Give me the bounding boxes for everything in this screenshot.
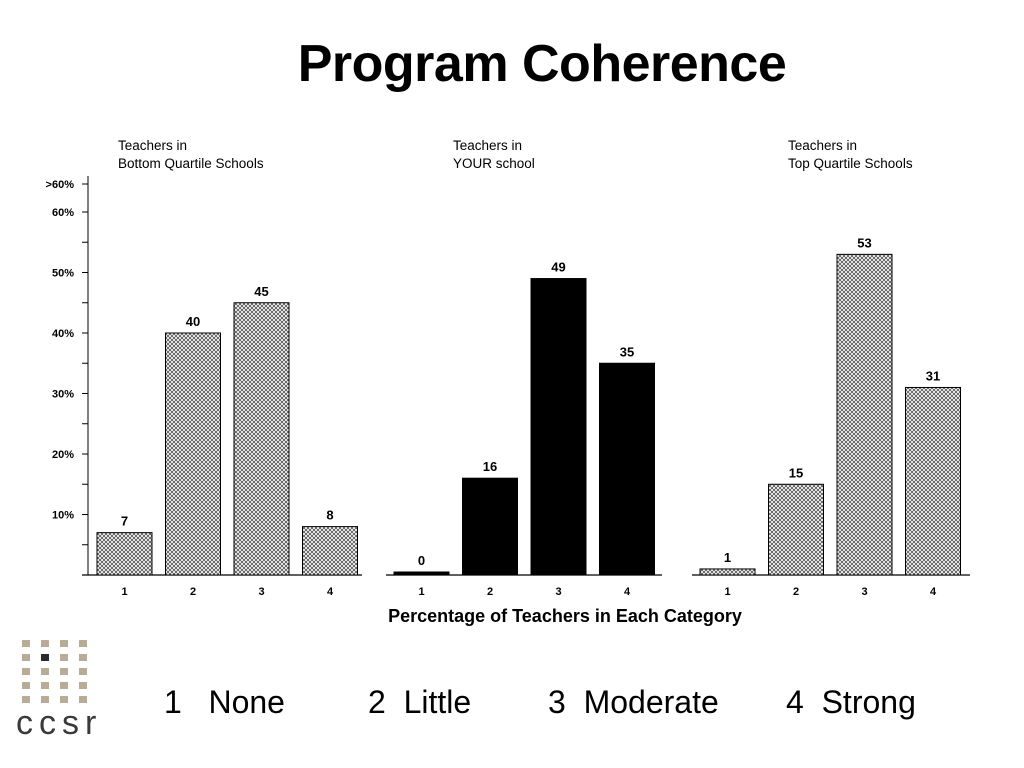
logo-dot bbox=[60, 668, 68, 675]
bar bbox=[96, 532, 153, 576]
x-tick-label: 4 bbox=[327, 586, 334, 598]
panel-subheader: Bottom Quartile Schools bbox=[118, 156, 264, 171]
bar bbox=[233, 302, 290, 576]
y-tick-label: >60% bbox=[46, 179, 75, 191]
y-tick-label: 20% bbox=[52, 449, 74, 461]
legend-item-2: 2 Little bbox=[368, 684, 471, 721]
logo-dot bbox=[41, 682, 49, 689]
bar bbox=[393, 571, 450, 576]
x-tick-label: 1 bbox=[121, 586, 127, 598]
legend-label: Little bbox=[403, 684, 472, 720]
legend-num: 3 bbox=[548, 684, 566, 720]
logo-dot bbox=[22, 682, 30, 689]
bar bbox=[530, 278, 587, 576]
legend-num: 4 bbox=[786, 684, 804, 720]
bar bbox=[165, 332, 221, 576]
logo-dot bbox=[22, 696, 30, 703]
data-label: 1 bbox=[724, 550, 731, 565]
bar-chart: >60% 60% 50% 40% 30% 20% 10% Teachers in Bottom … bbox=[46, 138, 970, 626]
logo-dot bbox=[41, 668, 49, 675]
logo-dot bbox=[60, 682, 68, 689]
panel-header: Teachers in bbox=[788, 138, 857, 153]
panel-header: Teachers in bbox=[453, 138, 522, 153]
x-tick-label: 2 bbox=[487, 586, 493, 598]
logo-dot bbox=[79, 696, 87, 703]
logo-dot bbox=[60, 696, 68, 703]
logo-dot bbox=[41, 696, 49, 703]
bar bbox=[699, 568, 756, 576]
x-tick-label: 4 bbox=[624, 586, 631, 598]
logo-dot bbox=[79, 668, 87, 675]
y-tick-label: 50% bbox=[52, 268, 74, 280]
panel-subheader: YOUR school bbox=[453, 156, 535, 171]
bar bbox=[462, 477, 518, 576]
bar bbox=[599, 362, 655, 576]
x-tick-label: 1 bbox=[418, 586, 424, 598]
logo-dot bbox=[79, 640, 87, 647]
data-label: 45 bbox=[254, 284, 268, 299]
logo-dot bbox=[41, 640, 49, 647]
data-label: 8 bbox=[326, 508, 333, 523]
x-tick-label: 3 bbox=[555, 586, 561, 598]
bar bbox=[905, 386, 961, 576]
x-tick-label: 2 bbox=[793, 586, 799, 598]
logo: ccsr bbox=[16, 704, 103, 742]
data-label: 53 bbox=[857, 235, 871, 250]
panel-header: Teachers in bbox=[118, 138, 187, 153]
data-label: 15 bbox=[789, 465, 803, 480]
legend-item-3: 3 Moderate bbox=[548, 684, 719, 721]
data-label: 31 bbox=[926, 368, 940, 383]
x-tick-label: 2 bbox=[190, 586, 196, 598]
logo-dot bbox=[60, 654, 68, 661]
data-label: 35 bbox=[620, 344, 634, 359]
legend-num: 1 bbox=[164, 684, 182, 720]
legend-label: Strong bbox=[821, 684, 916, 720]
x-tick-label: 1 bbox=[724, 586, 730, 598]
data-label: 16 bbox=[483, 459, 497, 474]
y-tick-label: 10% bbox=[52, 510, 74, 522]
bar bbox=[768, 483, 824, 576]
legend-item-1: 1 None bbox=[164, 684, 285, 721]
legend-num: 2 bbox=[368, 684, 386, 720]
bar bbox=[836, 253, 893, 576]
x-tick-label: 3 bbox=[861, 586, 867, 598]
legend-label: None bbox=[208, 684, 285, 720]
y-tick-label: 60% bbox=[52, 207, 74, 219]
bar bbox=[302, 526, 358, 576]
logo-dot bbox=[22, 668, 30, 675]
legend-item-4: 4 Strong bbox=[786, 684, 916, 721]
logo-dot bbox=[60, 640, 68, 647]
y-tick-label: 40% bbox=[52, 328, 74, 340]
logo-dot bbox=[79, 682, 87, 689]
logo-dot bbox=[79, 654, 87, 661]
logo-dot bbox=[22, 640, 30, 647]
y-tick-label: 30% bbox=[52, 389, 74, 401]
data-label: 40 bbox=[186, 314, 200, 329]
panel-subheader: Top Quartile Schools bbox=[788, 156, 913, 171]
legend-label: Moderate bbox=[583, 684, 719, 720]
x-tick-label: 4 bbox=[930, 586, 937, 598]
logo-dot bbox=[41, 654, 49, 661]
x-axis-title: Percentage of Teachers in Each Category bbox=[388, 606, 742, 626]
x-tick-label: 3 bbox=[258, 586, 264, 598]
logo-dot bbox=[22, 654, 30, 661]
data-label: 0 bbox=[418, 553, 425, 568]
data-label: 49 bbox=[551, 260, 565, 275]
data-label: 7 bbox=[121, 514, 128, 529]
page-title: Program Coherence bbox=[297, 35, 787, 93]
